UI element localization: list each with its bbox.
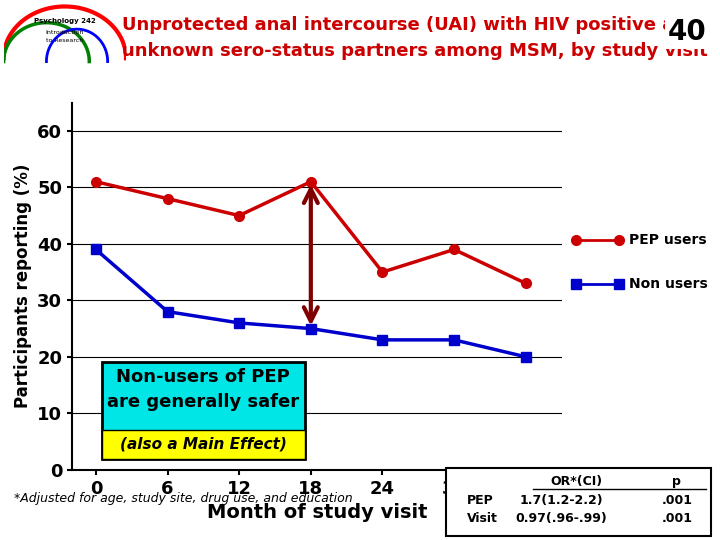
Text: *Adjusted for age, study site, drug use, and education: *Adjusted for age, study site, drug use,… bbox=[14, 492, 353, 505]
Text: p: p bbox=[672, 475, 681, 488]
Text: Introduction: Introduction bbox=[45, 30, 84, 35]
Text: Unprotected anal intercourse (UAI) with HIV positive and: Unprotected anal intercourse (UAI) with … bbox=[122, 16, 700, 33]
Text: Visit: Visit bbox=[467, 512, 498, 525]
Text: unknown sero-status partners among MSM, by study visit: unknown sero-status partners among MSM, … bbox=[122, 42, 708, 59]
Text: OR*(CI): OR*(CI) bbox=[550, 475, 602, 488]
Text: PEP: PEP bbox=[467, 494, 493, 507]
Text: to Research: to Research bbox=[46, 38, 84, 43]
Text: 0.97(.96-.99): 0.97(.96-.99) bbox=[516, 512, 608, 525]
Text: 1.7(1.2-2.2): 1.7(1.2-2.2) bbox=[520, 494, 603, 507]
Y-axis label: Participants reporting (%): Participants reporting (%) bbox=[14, 164, 32, 408]
Text: Non-users of PEP: Non-users of PEP bbox=[117, 368, 290, 386]
X-axis label: Month of study visit: Month of study visit bbox=[207, 503, 427, 522]
FancyBboxPatch shape bbox=[102, 430, 305, 458]
Text: PEP users: PEP users bbox=[629, 233, 707, 247]
Text: 40: 40 bbox=[668, 18, 707, 46]
Text: (also a Main Effect): (also a Main Effect) bbox=[120, 437, 287, 452]
FancyBboxPatch shape bbox=[102, 362, 305, 458]
Text: .001: .001 bbox=[661, 494, 693, 507]
Text: .001: .001 bbox=[661, 512, 693, 525]
Text: Psychology 242: Psychology 242 bbox=[34, 18, 96, 24]
Text: Non users: Non users bbox=[629, 277, 708, 291]
Text: are generally safer: are generally safer bbox=[107, 393, 300, 411]
